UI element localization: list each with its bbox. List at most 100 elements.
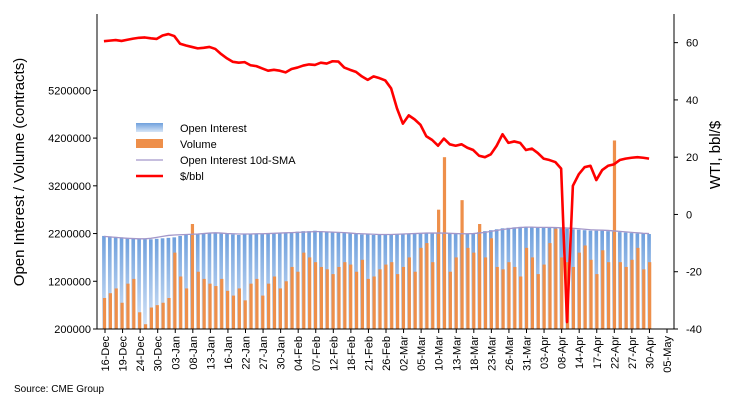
volume-bar <box>296 271 300 329</box>
volume-bar <box>548 243 552 329</box>
x-tick-label: 04-Feb <box>293 336 305 371</box>
x-tick-label: 03-Jan <box>170 336 182 370</box>
x-tick-label: 02-Mar <box>399 336 411 371</box>
volume-bar <box>126 283 130 329</box>
volume-bar <box>243 300 247 329</box>
x-tick-label: 16-Jan <box>223 336 235 370</box>
x-tick-label: 30-Apr <box>644 336 656 369</box>
left-tick-label: 4200000 <box>48 133 91 145</box>
volume-bar <box>472 252 476 329</box>
volume-bar <box>337 266 341 329</box>
volume-bar <box>483 257 488 329</box>
open-interest-bar <box>213 232 218 329</box>
volume-bar <box>114 288 118 329</box>
volume-bar <box>501 269 505 329</box>
x-tick-label: 08-Apr <box>557 336 569 369</box>
volume-bar <box>466 247 470 329</box>
x-tick-label: 03-Apr <box>539 336 551 369</box>
volume-bar <box>284 281 288 329</box>
open-interest-bar <box>137 238 141 329</box>
x-tick-label: 17-Apr <box>592 336 604 369</box>
volume-bar <box>366 278 370 329</box>
volume-bar <box>231 295 236 329</box>
x-tick-label: 27-Jan <box>258 336 270 370</box>
volume-bar <box>542 264 546 329</box>
x-tick-label: 26-Feb <box>381 336 393 371</box>
volume-bar <box>349 264 353 329</box>
volume-bar <box>390 262 394 329</box>
volume-bar <box>431 262 435 329</box>
volume-bars <box>102 140 652 329</box>
volume-bar <box>138 312 142 329</box>
right-tick-label: -20 <box>686 267 702 279</box>
x-tick-label: 31-Mar <box>522 336 534 371</box>
x-tick-label: 13-Mar <box>451 336 463 371</box>
x-tick-label: 16-Dec <box>100 336 112 372</box>
volume-bar <box>249 283 253 329</box>
x-tick-label: 13-Jan <box>205 336 217 370</box>
open-interest-bar <box>143 239 147 329</box>
volume-bar <box>208 283 212 329</box>
x-tick-label: 26-Mar <box>504 336 516 371</box>
volume-bar <box>442 157 447 329</box>
open-interest-bar <box>113 236 118 329</box>
volume-bar <box>161 302 165 329</box>
open-interest-bar <box>242 234 247 329</box>
volume-bar <box>155 305 159 329</box>
volume-bar <box>448 271 452 329</box>
x-tick-label: 18-Feb <box>346 336 358 371</box>
source-note: Source: CME Group <box>14 384 105 395</box>
x-tick-label: 19-Dec <box>118 336 130 372</box>
volume-bar <box>190 224 195 329</box>
sma-line <box>103 226 650 240</box>
volume-bar <box>519 276 523 329</box>
left-axis-title: Open Interest / Volume (contracts) <box>11 58 28 286</box>
volume-bar <box>173 252 177 329</box>
volume-bar <box>278 288 282 329</box>
volume-bar <box>325 269 329 329</box>
x-tick-label: 23-Mar <box>486 336 498 371</box>
volume-bar <box>630 259 634 329</box>
volume-bar <box>401 266 406 329</box>
volume-bar <box>143 324 148 329</box>
volume-bar <box>554 228 558 329</box>
price-line <box>103 32 650 324</box>
volume-bar <box>589 259 593 329</box>
volume-bar <box>583 245 587 329</box>
volume-bar <box>648 262 652 329</box>
open-interest-bar <box>107 236 112 329</box>
volume-bar <box>413 271 417 329</box>
volume-bar <box>507 262 511 329</box>
x-tick-label: 18-Mar <box>469 336 481 371</box>
volume-bar <box>407 257 411 329</box>
volume-bar <box>478 224 482 329</box>
open-interest-bar <box>266 234 270 329</box>
volume-bar <box>202 278 206 329</box>
x-tick-label: 05-May <box>662 336 674 373</box>
volume-bar <box>636 247 640 329</box>
volume-bar <box>384 264 388 329</box>
x-tick-label: 21-Feb <box>363 336 375 371</box>
x-tick-label: 14-Apr <box>574 336 586 369</box>
open-interest-bar <box>149 239 153 329</box>
open-interest-bar <box>231 234 235 329</box>
volume-bar <box>618 262 622 329</box>
x-tick-label: 07-Feb <box>311 336 323 371</box>
volume-bar <box>395 274 400 329</box>
volume-bar <box>372 276 376 329</box>
x-tick-label: 22-Jan <box>241 336 253 370</box>
volume-bar <box>360 259 365 329</box>
x-tick-label: 22-Apr <box>609 336 621 369</box>
volume-bar <box>290 266 294 329</box>
volume-bar <box>255 278 259 329</box>
volume-bar <box>179 276 183 329</box>
x-tick-label: 30-Jan <box>276 336 288 370</box>
legend-swatch <box>136 123 163 132</box>
line-series <box>103 32 650 324</box>
volume-bar <box>595 274 599 329</box>
volume-bar <box>220 278 224 329</box>
left-tick-label: 3200000 <box>48 181 91 193</box>
open-interest-bar <box>184 234 188 329</box>
open-interest-bar <box>207 233 212 329</box>
